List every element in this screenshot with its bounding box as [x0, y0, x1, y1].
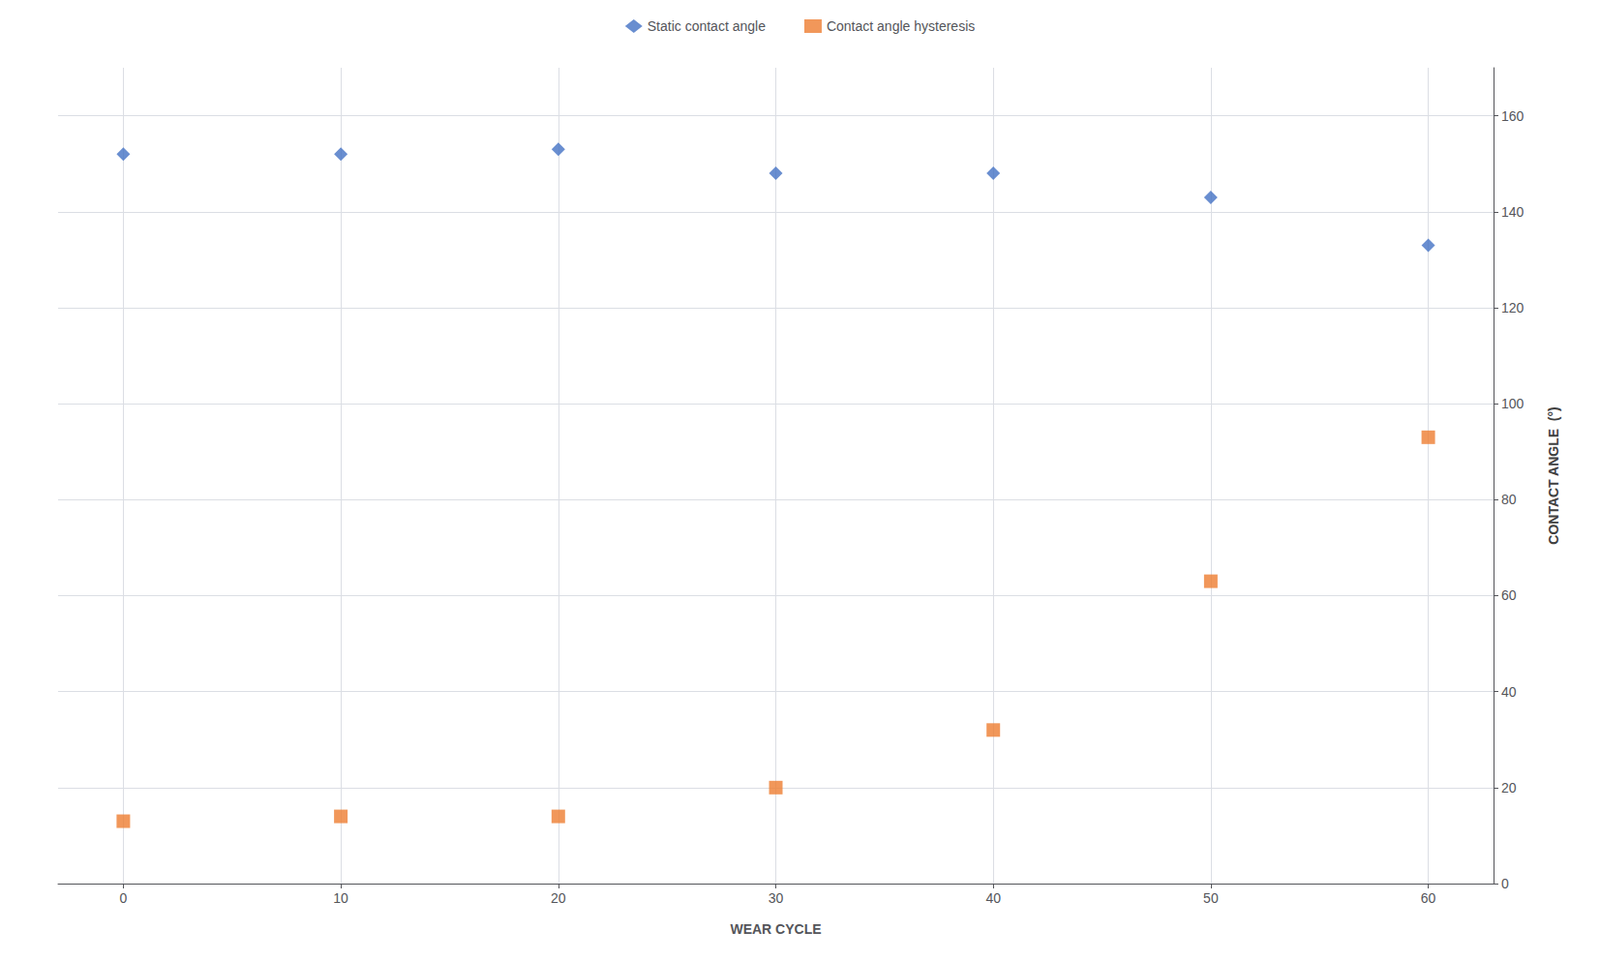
svg-text:0: 0 — [120, 890, 128, 906]
svg-text:20: 20 — [1501, 780, 1517, 796]
svg-text:0: 0 — [1501, 875, 1510, 892]
svg-text:60: 60 — [1420, 890, 1437, 906]
svg-text:10: 10 — [332, 890, 349, 906]
svg-text:20: 20 — [550, 890, 567, 906]
svg-text:60: 60 — [1501, 587, 1517, 604]
svg-text:40: 40 — [1501, 684, 1517, 700]
svg-text:Static contact angle: Static contact angle — [647, 18, 766, 34]
svg-text:80: 80 — [1501, 491, 1517, 508]
svg-text:100: 100 — [1501, 395, 1525, 412]
svg-text:160: 160 — [1501, 108, 1525, 124]
svg-text:Contact angle hysteresis: Contact angle hysteresis — [826, 18, 975, 34]
svg-text:120: 120 — [1501, 300, 1525, 316]
svg-text:40: 40 — [985, 890, 1001, 906]
svg-text:30: 30 — [768, 890, 785, 906]
svg-text:WEAR CYCLE: WEAR CYCLE — [729, 921, 821, 937]
svg-text:CONTACT ANGLE (°): CONTACT ANGLE (°) — [1545, 406, 1562, 544]
svg-text:140: 140 — [1501, 204, 1525, 220]
svg-text:50: 50 — [1203, 890, 1219, 906]
